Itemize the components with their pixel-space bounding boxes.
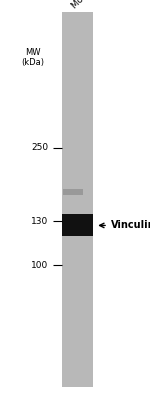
Bar [62, 215, 93, 236]
Text: MW
(kDa): MW (kDa) [21, 48, 45, 67]
Text: 130: 130 [31, 217, 48, 226]
Bar [62, 12, 93, 387]
Text: Mouse muscle: Mouse muscle [70, 0, 120, 10]
Text: 250: 250 [31, 143, 48, 152]
Text: Vinculin: Vinculin [111, 220, 150, 231]
Bar [63, 188, 83, 194]
Text: 100: 100 [31, 261, 48, 270]
